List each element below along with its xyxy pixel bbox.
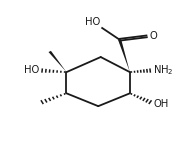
- Text: OH: OH: [153, 99, 168, 109]
- Text: NH$_2$: NH$_2$: [153, 64, 174, 77]
- Text: HO: HO: [86, 17, 101, 27]
- Text: HO: HO: [24, 65, 39, 75]
- Polygon shape: [118, 39, 130, 72]
- Polygon shape: [49, 51, 67, 72]
- Text: O: O: [149, 31, 157, 41]
